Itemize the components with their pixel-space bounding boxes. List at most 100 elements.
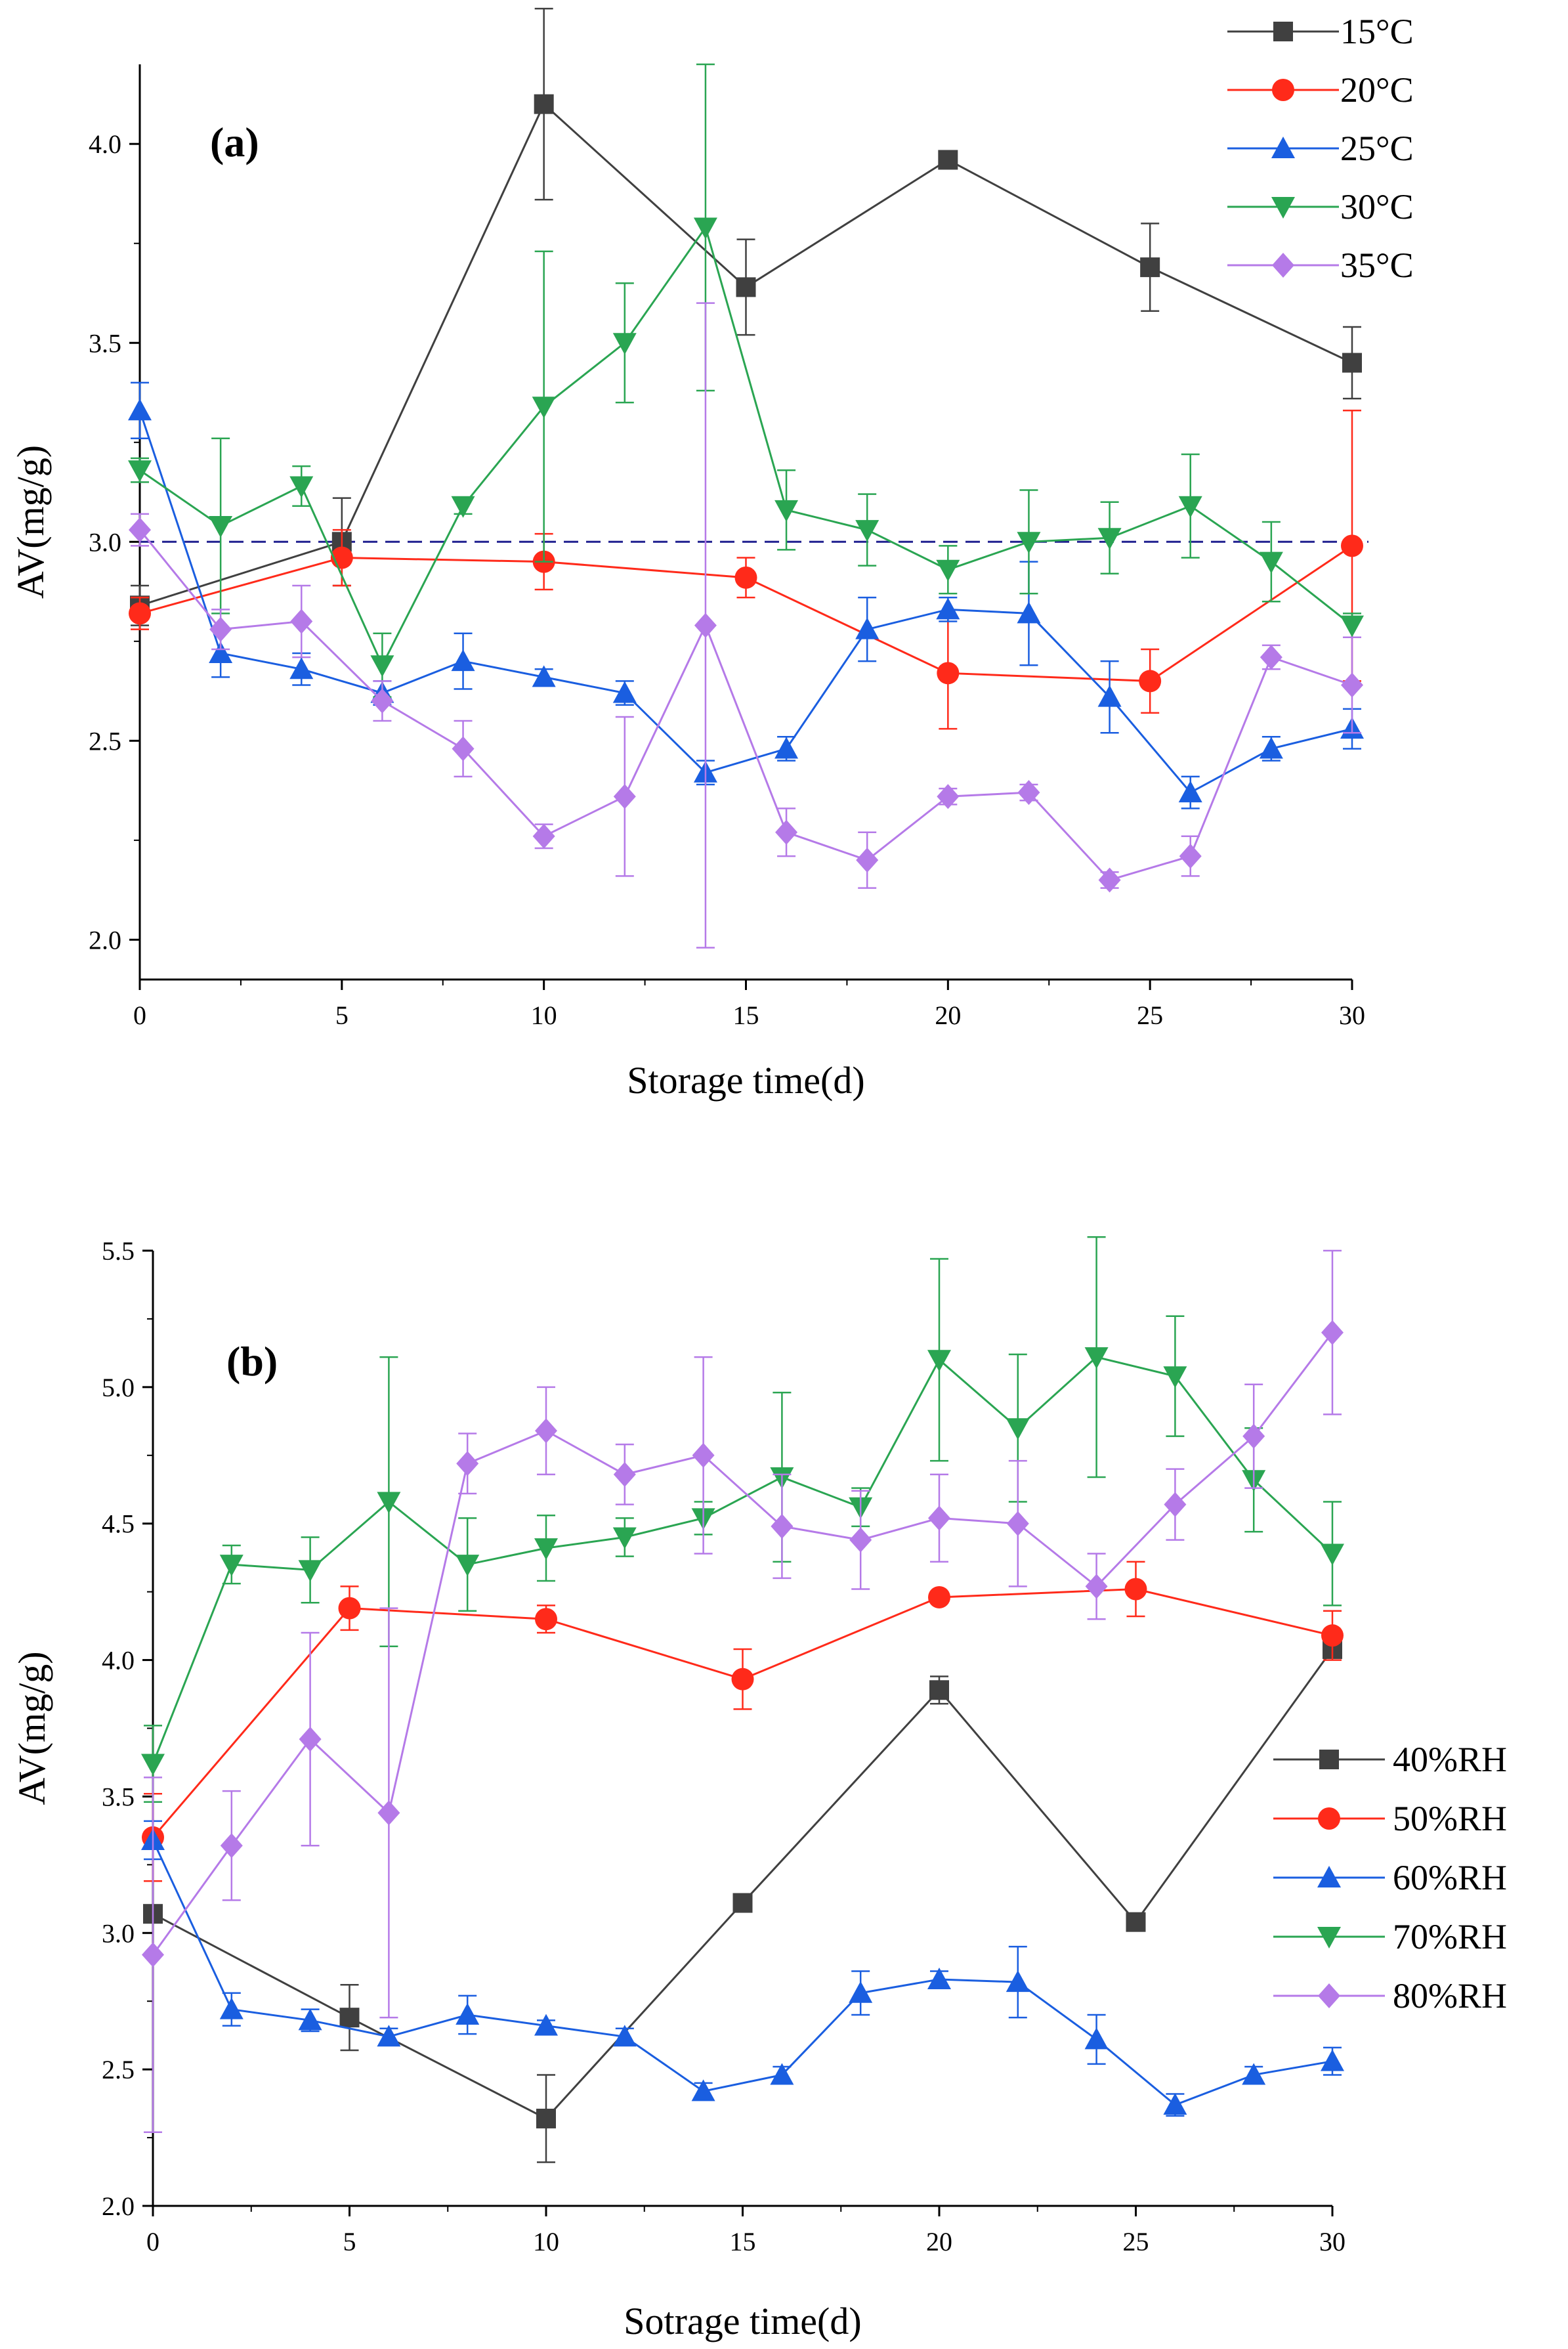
data-point bbox=[1163, 1366, 1187, 1389]
x-tick-label: 20 bbox=[926, 2227, 952, 2256]
data-point bbox=[220, 1833, 243, 1859]
legend-label: 40%RH bbox=[1393, 1740, 1507, 1779]
data-point bbox=[298, 2008, 322, 2031]
data-point bbox=[1017, 780, 1040, 806]
data-point bbox=[1259, 551, 1283, 574]
y-tick-label: 4.5 bbox=[102, 1509, 135, 1539]
data-point bbox=[456, 2003, 480, 2025]
y-tick-label: 3.0 bbox=[102, 1918, 135, 1948]
data-point bbox=[339, 2008, 360, 2028]
data-point bbox=[694, 613, 717, 638]
data-point bbox=[1098, 867, 1121, 893]
data-point bbox=[452, 736, 475, 762]
data-point bbox=[1321, 2049, 1344, 2071]
y-tick-label: 3.0 bbox=[89, 527, 121, 557]
data-point bbox=[775, 819, 798, 845]
legend-label: 30°C bbox=[1340, 187, 1414, 226]
data-point bbox=[451, 649, 475, 672]
data-point bbox=[612, 333, 637, 355]
data-point bbox=[774, 737, 799, 759]
panel-label: (b) bbox=[226, 1338, 278, 1385]
legend-label: 35°C bbox=[1340, 246, 1414, 285]
data-point bbox=[532, 823, 555, 849]
series-20°C bbox=[129, 410, 1363, 730]
legend-marker bbox=[1272, 253, 1294, 278]
data-point bbox=[927, 1350, 951, 1372]
data-point bbox=[1140, 257, 1160, 278]
data-point bbox=[770, 2063, 794, 2085]
y-axis-title: AV(mg/g) bbox=[11, 1651, 53, 1805]
data-point bbox=[1178, 781, 1202, 803]
data-point bbox=[774, 500, 799, 522]
y-tick-label: 5.5 bbox=[102, 1236, 135, 1266]
data-point bbox=[1124, 1578, 1147, 1601]
y-tick-label: 2.5 bbox=[102, 2055, 135, 2084]
data-point bbox=[936, 597, 960, 620]
data-point bbox=[377, 1800, 400, 1826]
data-point bbox=[209, 616, 232, 642]
data-point bbox=[209, 516, 233, 538]
data-point bbox=[1017, 601, 1041, 624]
panel-label: (a) bbox=[210, 119, 259, 165]
legend-label: 20°C bbox=[1340, 70, 1414, 110]
data-point bbox=[732, 1893, 753, 1913]
data-point bbox=[1126, 1912, 1146, 1932]
data-point bbox=[612, 681, 637, 703]
data-point bbox=[129, 602, 151, 625]
data-point bbox=[1084, 2027, 1109, 2050]
legend-item: 80%RH bbox=[1273, 1976, 1507, 2015]
x-tick-label: 5 bbox=[335, 1001, 349, 1030]
legend-item: 50%RH bbox=[1273, 1799, 1507, 1838]
data-point bbox=[451, 496, 475, 518]
legend-label: 70%RH bbox=[1393, 1917, 1507, 1956]
x-tick-label: 30 bbox=[1319, 2227, 1346, 2256]
data-point bbox=[129, 517, 151, 543]
series-30°C bbox=[128, 63, 1364, 698]
data-point bbox=[289, 657, 314, 679]
legend-marker bbox=[1318, 1983, 1340, 2008]
series-line bbox=[152, 1840, 1333, 2106]
x-tick-label: 15 bbox=[733, 1001, 759, 1030]
data-point bbox=[613, 1461, 636, 1487]
legend-label: 50%RH bbox=[1393, 1799, 1507, 1838]
data-point bbox=[298, 1560, 322, 1582]
x-tick-label: 25 bbox=[1123, 2227, 1149, 2256]
data-point bbox=[1259, 737, 1283, 759]
data-point bbox=[927, 1967, 951, 1989]
x-tick-label: 20 bbox=[935, 1001, 961, 1030]
x-tick-label: 10 bbox=[533, 2227, 559, 2256]
data-point bbox=[456, 1451, 479, 1476]
legend-label: 80%RH bbox=[1393, 1976, 1507, 2015]
series-35°C bbox=[129, 302, 1363, 949]
x-tick-label: 30 bbox=[1339, 1001, 1365, 1030]
legend-marker bbox=[1271, 137, 1295, 158]
x-tick-label: 10 bbox=[531, 1001, 557, 1030]
y-tick-label: 4.0 bbox=[89, 129, 121, 159]
legend-item: 25°C bbox=[1227, 129, 1414, 168]
data-point bbox=[936, 559, 960, 582]
data-point bbox=[370, 655, 394, 678]
series-line bbox=[152, 1331, 1334, 1956]
series-40%RH bbox=[143, 1639, 1342, 2163]
data-point bbox=[1164, 1492, 1187, 1517]
legend-marker bbox=[1317, 1866, 1341, 1887]
data-point bbox=[128, 460, 152, 483]
data-point bbox=[938, 150, 958, 170]
x-axis-title: Storage time(d) bbox=[627, 1059, 864, 1102]
legend-label: 15°C bbox=[1340, 12, 1414, 51]
panel-a: 0 5 10 15 20 25 30 2.0 2.5 3.0 3.5 4.0 Storage time(… bbox=[9, 7, 1414, 1102]
legend-marker bbox=[1319, 1750, 1339, 1769]
y-tick-label: 5.0 bbox=[102, 1373, 135, 1402]
y-tick-label: 2.0 bbox=[102, 2191, 135, 2221]
series-line bbox=[138, 410, 1353, 794]
data-point bbox=[736, 277, 756, 297]
data-point bbox=[1340, 615, 1364, 637]
data-point bbox=[693, 217, 717, 240]
data-point bbox=[731, 1668, 754, 1691]
y-tick-label: 2.0 bbox=[89, 925, 121, 955]
data-point bbox=[1006, 1970, 1030, 1993]
data-point bbox=[1139, 670, 1162, 693]
data-point bbox=[534, 1538, 558, 1561]
data-point bbox=[532, 665, 556, 687]
